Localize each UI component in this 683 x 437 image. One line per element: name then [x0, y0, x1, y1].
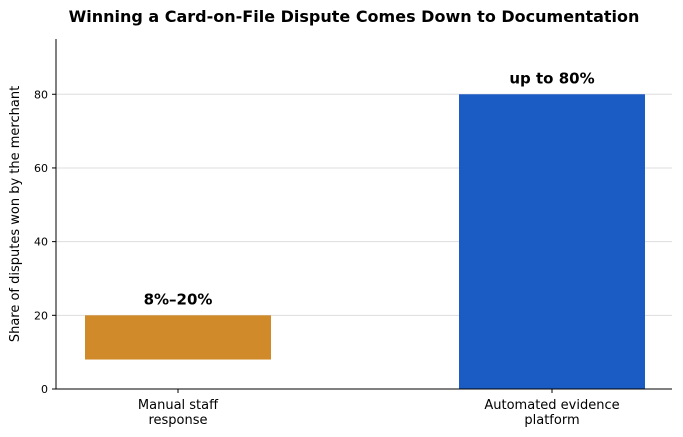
data-labels: 8%–20% up to 80%: [144, 69, 595, 308]
x-tick-label: Manual staff response: [138, 398, 219, 428]
y-tick-label: 0: [41, 383, 48, 396]
y-axis-label: Share of disputes won by the merchant: [8, 86, 23, 342]
y-tick-label: 80: [34, 88, 48, 101]
bar: [459, 94, 645, 390]
y-tick-label: 40: [34, 236, 48, 249]
bar: [85, 315, 271, 360]
bar-value-label: 8%–20%: [144, 290, 213, 308]
axes: [55, 39, 672, 390]
bar-value-label: up to 80%: [509, 69, 594, 87]
x-axis-ticks: Manual staff response Automated evidence pl…: [138, 389, 620, 428]
chart-title: Winning a Card-on-File Dispute Comes Dow…: [69, 7, 640, 26]
x-tick-label: Automated evidence platform: [484, 398, 619, 428]
y-tick-label: 20: [34, 309, 48, 322]
y-axis-ticks: 0 20 40 60 80: [34, 88, 56, 396]
y-tick-label: 60: [34, 162, 48, 175]
bars: [85, 94, 645, 390]
